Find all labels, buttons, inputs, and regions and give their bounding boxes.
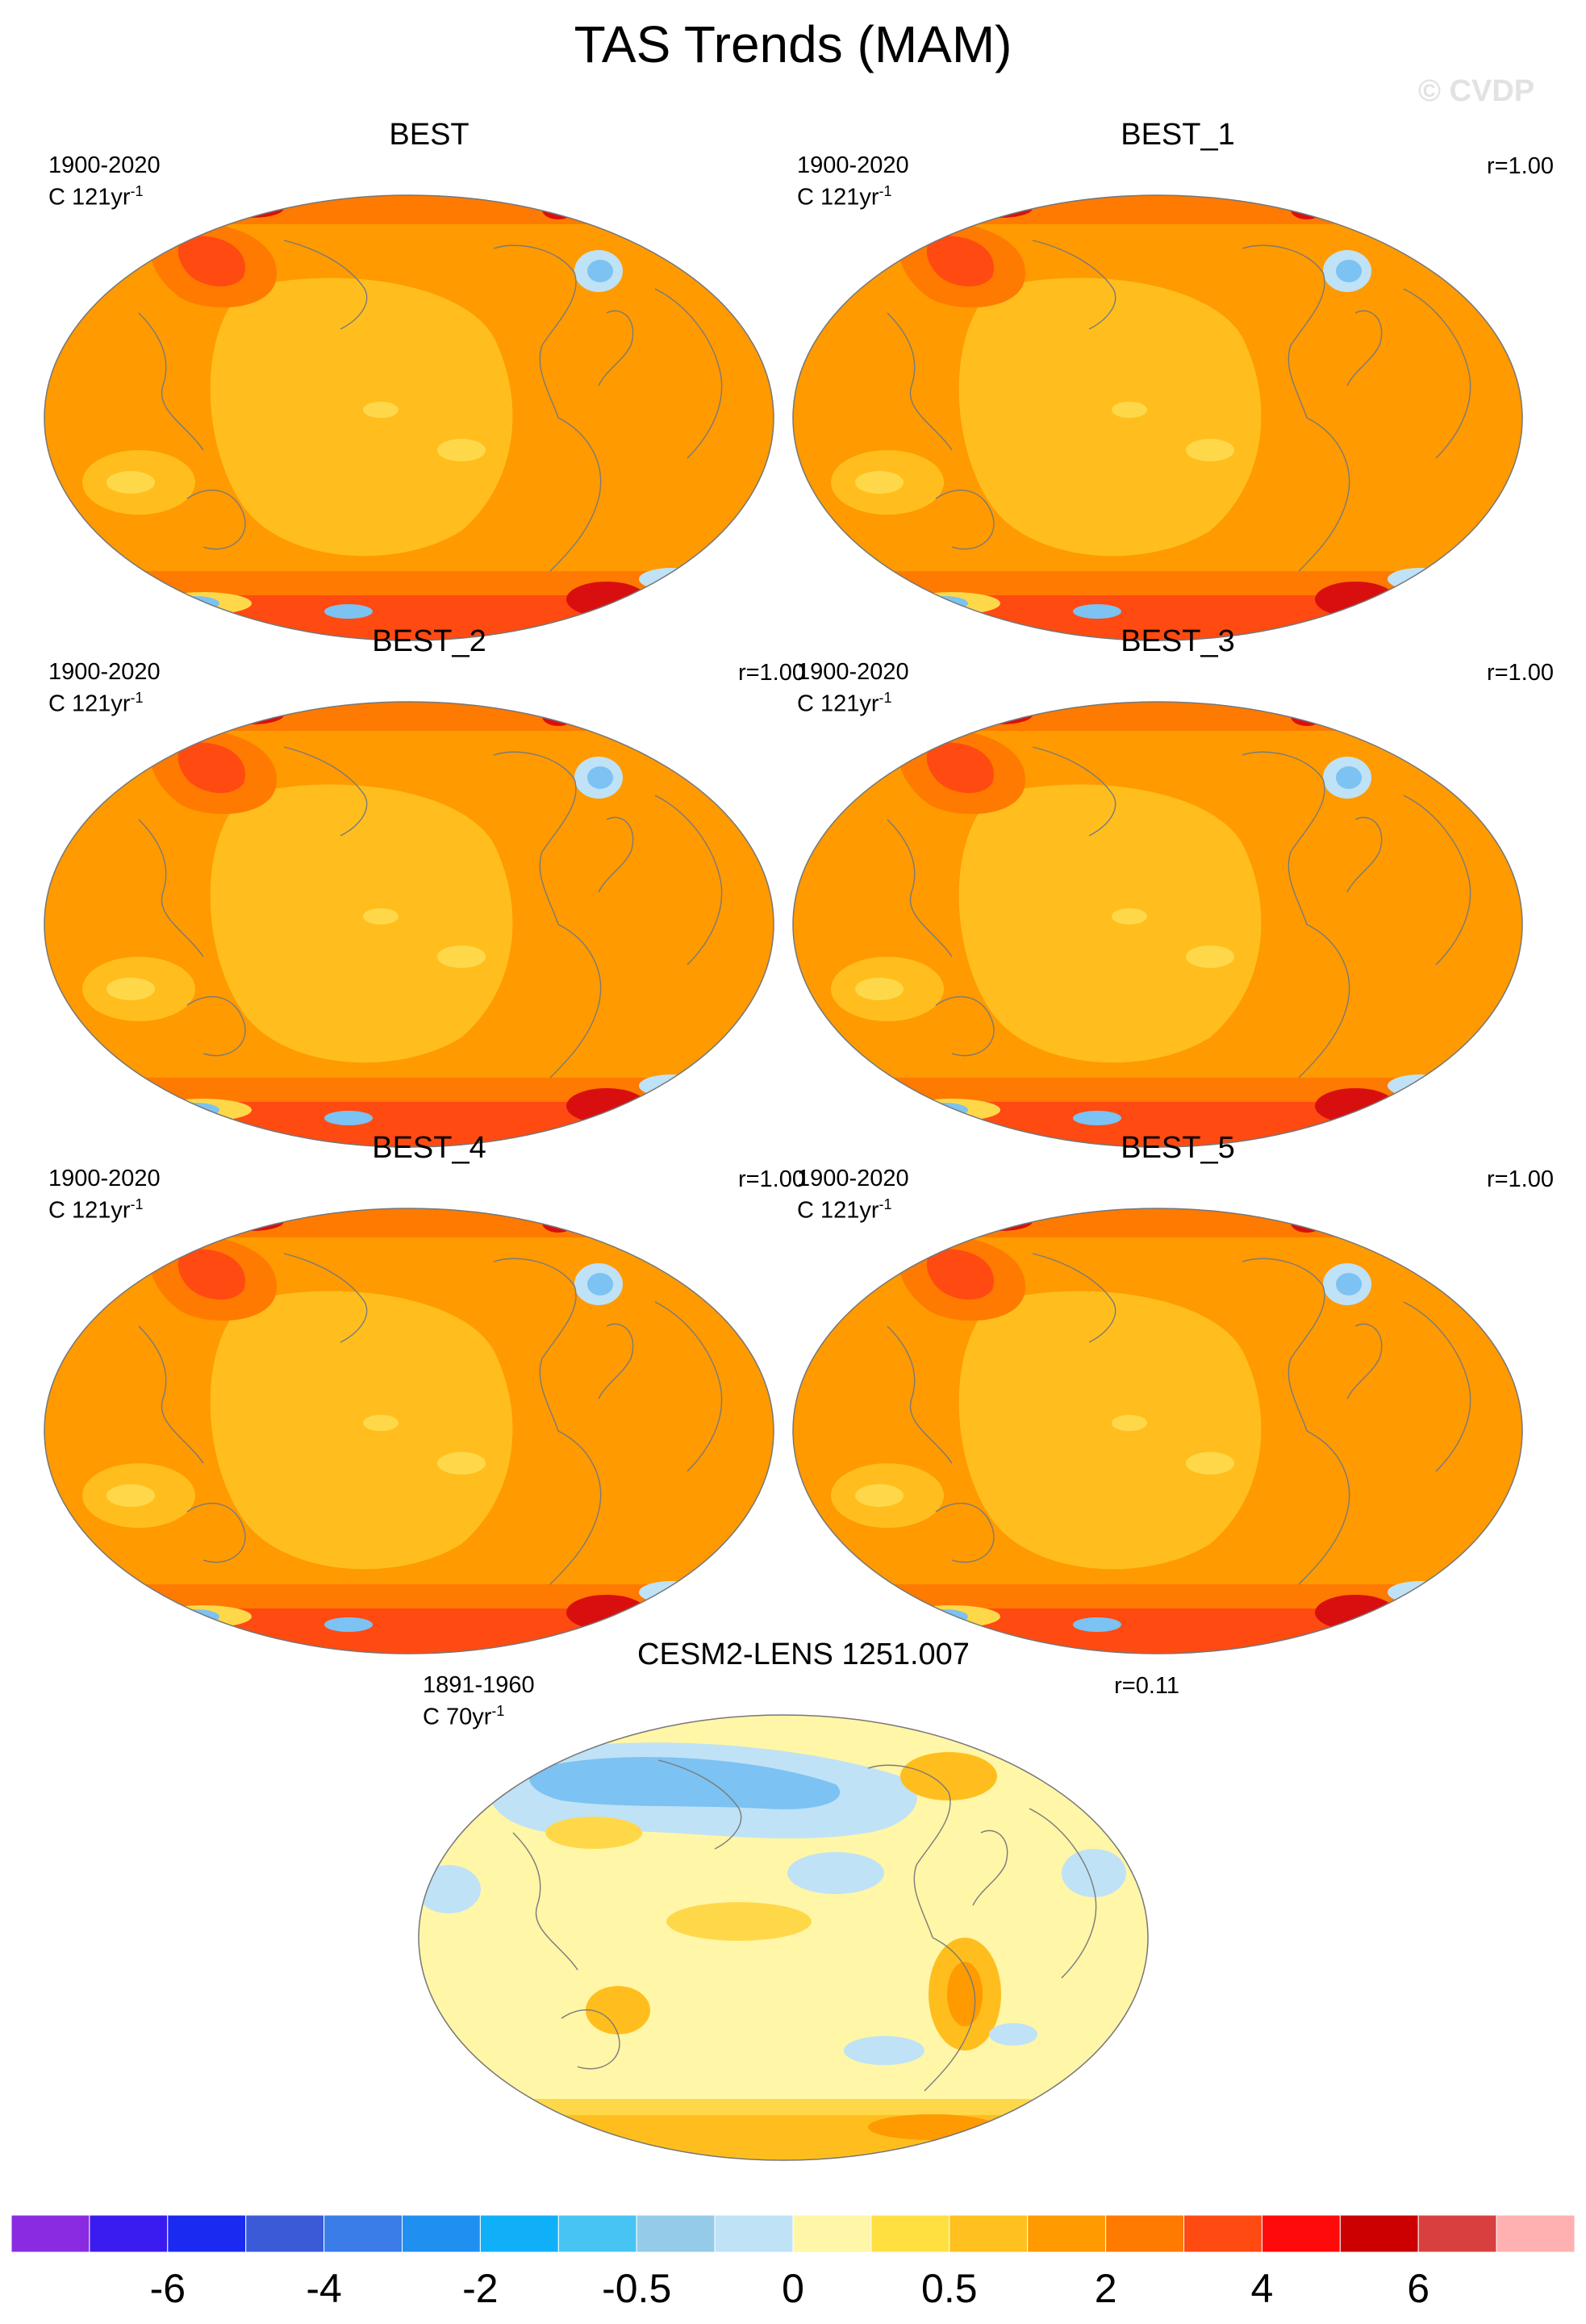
map-panel: BEST_4 1900-2020 C 121yr-1 r=1.00 [42, 1131, 816, 1654]
panel-units-base: C 70yr [423, 1704, 492, 1730]
panel-units: C 121yr-1 [797, 177, 892, 211]
panel-units-base: C 121yr [797, 184, 879, 211]
panel-units-base: C 121yr [797, 1197, 879, 1224]
panel-correlation: r=1.00 [1486, 153, 1554, 179]
panel-years: 1891-1960 [423, 1672, 535, 1698]
panel-units: C 121yr-1 [797, 1191, 892, 1225]
colorbar-tick-label: 0.5 [921, 2266, 978, 2311]
panel-units-exponent: -1 [879, 183, 892, 199]
panel-units: C 121yr-1 [48, 177, 144, 211]
world-map [44, 194, 774, 641]
panel-units-exponent: -1 [491, 1703, 505, 1719]
map-panel: BEST 1900-2020 C 121yr-1 [42, 118, 816, 641]
colorbar-tick-label: -6 [149, 2266, 186, 2311]
colorbar-swatch [1105, 2215, 1184, 2252]
colorbar-tick-label: 2 [1094, 2266, 1117, 2311]
panel-units: C 121yr-1 [48, 1191, 144, 1225]
panel-title: BEST_5 [1121, 1131, 1235, 1165]
colorbar-swatch [557, 2215, 637, 2252]
panel-correlation: r=1.00 [737, 1166, 805, 1192]
map-panel: BEST_2 1900-2020 C 121yr-1 r=1.00 [42, 624, 816, 1148]
panel-years: 1900-2020 [48, 659, 161, 685]
panel-units-exponent: -1 [130, 1196, 144, 1212]
panel-units-exponent: -1 [130, 690, 144, 706]
panel-units-base: C 121yr [48, 184, 131, 211]
colorbar-swatch [402, 2215, 481, 2252]
world-map [792, 1208, 1523, 1654]
colorbar-swatch [167, 2215, 247, 2252]
panel-units-base: C 121yr [797, 691, 879, 717]
map-panel: BEST_1 1900-2020 C 121yr-1 r=1.00 [791, 118, 1565, 641]
colorbar-swatch [1496, 2215, 1575, 2252]
colorbar-swatch [479, 2215, 559, 2252]
colorbar-tick-label: 4 [1250, 2266, 1274, 2311]
panel-units-exponent: -1 [879, 690, 892, 706]
colorbar-swatch [245, 2215, 325, 2252]
panel-years: 1900-2020 [797, 1166, 909, 1191]
panel-correlation: r=1.00 [737, 660, 805, 686]
map-panel: BEST_3 1900-2020 C 121yr-1 r=1.00 [791, 624, 1565, 1148]
panel-title: BEST_1 [1121, 118, 1235, 152]
panel-units: C 121yr-1 [797, 684, 892, 718]
colorbar-swatch [636, 2215, 716, 2252]
colorbar-swatch [1183, 2215, 1263, 2252]
panel-units-exponent: -1 [130, 183, 144, 199]
panel-years: 1900-2020 [797, 152, 909, 178]
colorbar-swatch [11, 2215, 90, 2252]
panel-correlation: r=1.00 [1486, 660, 1554, 686]
world-map [44, 701, 774, 1148]
panel-correlation: r=0.11 [1114, 1673, 1179, 1699]
panel-correlation: r=1.00 [1486, 1166, 1554, 1192]
panel-units-exponent: -1 [879, 1196, 892, 1212]
colorbar-swatch [714, 2215, 794, 2252]
world-map [44, 1208, 774, 1654]
page-title: TAS Trends (MAM) [574, 15, 1012, 73]
panel-years: 1900-2020 [48, 152, 161, 178]
colorbar-swatch [792, 2215, 872, 2252]
world-map [792, 701, 1523, 1148]
colorbar-swatch [1261, 2215, 1341, 2252]
panel-years: 1900-2020 [48, 1166, 161, 1191]
colorbar-swatch [1027, 2215, 1107, 2252]
panel-units-base: C 121yr [48, 691, 131, 717]
panel-title: BEST_2 [372, 624, 486, 658]
panel-units: C 70yr-1 [423, 1697, 504, 1731]
colorbar-tick-label: 0 [782, 2266, 804, 2311]
panel-units-base: C 121yr [48, 1197, 131, 1224]
colorbar-swatch [949, 2215, 1029, 2252]
panel-title: BEST_4 [372, 1131, 486, 1165]
colorbar-swatch [870, 2215, 950, 2252]
map-panel: BEST_5 1900-2020 C 121yr-1 r=1.00 [791, 1131, 1565, 1654]
colorbar-tick-label: 6 [1407, 2266, 1430, 2311]
panel-title: BEST_3 [1121, 624, 1235, 658]
colorbar-tick-label: -0.5 [602, 2266, 672, 2311]
panel-units: C 121yr-1 [48, 684, 144, 718]
colorbar-tick-label: -2 [462, 2266, 499, 2311]
world-map [418, 1714, 1149, 2161]
panel-title: BEST [389, 118, 470, 152]
colorbar [11, 2215, 1575, 2252]
panel-years: 1900-2020 [797, 659, 909, 685]
world-map [792, 194, 1523, 641]
map-panel: CESM2-LENS 1251.007 1891-1960 C 70yr-1 r=0.… [416, 1638, 1191, 2161]
colorbar-swatch [1417, 2215, 1497, 2252]
cvdp-watermark: © CVDP [1418, 74, 1535, 108]
panel-title: CESM2-LENS 1251.007 [637, 1638, 970, 1671]
colorbar-tick-label: -4 [306, 2266, 342, 2311]
colorbar-swatch [323, 2215, 403, 2252]
colorbar-swatch [89, 2215, 169, 2252]
colorbar-swatch [1339, 2215, 1419, 2252]
